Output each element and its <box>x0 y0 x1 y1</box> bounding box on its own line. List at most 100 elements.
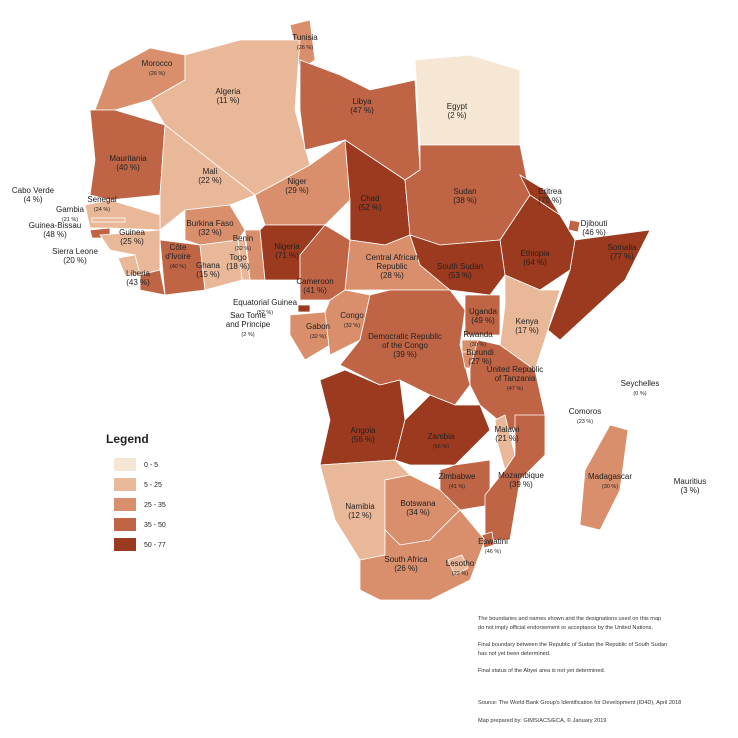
country-value: (71 %) <box>275 251 299 260</box>
country-label: South Africa (26 %) <box>384 555 428 573</box>
country-name: Mali <box>203 167 218 176</box>
country-label: Kenya (17 %) <box>515 317 539 335</box>
country-value: (21 %) <box>62 217 78 223</box>
country-value: (27 %) <box>468 357 492 366</box>
country-label: Chad (52 %) <box>358 194 382 212</box>
country-name: Mauritania <box>109 154 147 163</box>
country-label: United Republic of Tanzania (47 %) <box>487 365 543 392</box>
country-value: (26 %) <box>149 71 165 77</box>
country-value: (46 %) <box>582 228 606 237</box>
country <box>89 109 166 201</box>
country-name: d'Ivoire <box>165 252 191 261</box>
country-label: Uganda (49 %) <box>469 307 498 325</box>
country-value: (77 %) <box>610 252 634 261</box>
country-name: Burkina Faso <box>186 219 234 228</box>
country-label: South Sudan (53 %) <box>437 262 483 280</box>
country-value: (17 %) <box>515 326 539 335</box>
country-label: Burundi (27 %) <box>466 348 494 366</box>
country-name: Egypt <box>447 102 468 111</box>
country-label: Sudan (38 %) <box>453 187 477 205</box>
country-name: United Republic <box>487 365 543 374</box>
note: Final boundary between the Republic of S… <box>478 642 667 648</box>
country-value: (18 %) <box>226 262 250 271</box>
country-labels: Tunisia (26 %) Morocco (26 %) Algeria (11 %) L… <box>12 33 706 577</box>
country-label: Mali (22 %) <box>198 167 222 185</box>
country-name: Comoros <box>569 407 601 416</box>
country-value: (52 %) <box>358 203 382 212</box>
country-value: (56 %) <box>351 435 375 444</box>
countries <box>84 19 651 601</box>
country-name: Morocco <box>142 59 173 68</box>
country-name: South Africa <box>384 555 428 564</box>
country-label: Lesotho (22 %) <box>446 559 475 577</box>
country-value: (25 %) <box>120 237 144 246</box>
country-label: Gambia (21 %) <box>56 205 85 223</box>
legend-swatch <box>114 498 136 511</box>
country-value: (32 %) <box>198 228 222 237</box>
country-name: Sudan <box>453 187 476 196</box>
country-name: Republic <box>376 262 407 271</box>
country-value: (41 %) <box>303 286 327 295</box>
country-name: Algeria <box>216 87 241 96</box>
country-label: Guinea (25 %) <box>119 228 145 246</box>
country-label: Niger (29 %) <box>285 177 309 195</box>
country-label: Malawi (21 %) <box>495 425 520 443</box>
country <box>359 509 486 601</box>
country-label: Ghana (15 %) <box>196 261 221 279</box>
country-name: Cabo Verde <box>12 186 55 195</box>
country <box>409 234 506 296</box>
country-name: Sao Tome <box>230 311 266 320</box>
country-label: Somalia (77 %) <box>608 243 637 261</box>
country-name: Zambia <box>428 432 455 441</box>
country <box>394 394 491 466</box>
country-name: Angola <box>351 426 376 435</box>
country-label: Cameroon (41 %) <box>296 277 333 295</box>
country-name: Benin <box>233 234 253 243</box>
country-value: (48 %) <box>43 230 67 239</box>
country-value: (12 %) <box>348 511 372 520</box>
country-name: and Principe <box>226 320 271 329</box>
country-value: (28 %) <box>380 271 404 280</box>
country-label: Comoros (23 %) <box>569 407 601 425</box>
country-name: Mozambique <box>498 471 544 480</box>
country-name: Burundi <box>466 348 494 357</box>
country-name: Rwanda <box>463 330 493 339</box>
country-label: Zimbabwe (41 %) <box>439 472 476 490</box>
legend-label: 35 - 50 <box>144 522 166 529</box>
country-name: South Sudan <box>437 262 483 271</box>
country-value: (47 %) <box>350 106 374 115</box>
country-name: Zimbabwe <box>439 472 476 481</box>
legend-swatch <box>114 458 136 471</box>
legend-label: 0 - 5 <box>144 462 158 469</box>
country <box>139 269 166 296</box>
source: Source: The World Bank Group's Identific… <box>478 700 681 706</box>
country-value: (3 %) <box>680 486 699 495</box>
country-name: Madagascar <box>588 472 632 481</box>
country <box>414 54 521 146</box>
country-value: (0 %) <box>633 391 646 397</box>
note: do not imply official endorsement or acc… <box>478 625 653 631</box>
country-name: Cameroon <box>296 277 333 286</box>
country-name: Central African <box>366 253 418 262</box>
country-label: Sao Tome and Principe (2 %) <box>226 311 271 338</box>
country-label: Congo (32 %) <box>340 311 364 329</box>
country <box>567 219 581 233</box>
country-name: Seychelles <box>621 379 660 388</box>
country-label: Liberia (43 %) <box>126 269 151 287</box>
country <box>464 294 501 336</box>
country-value: (40 %) <box>116 163 140 172</box>
note: Final status of the Abyei area is not ye… <box>478 668 606 674</box>
country-value: (56 %) <box>433 444 449 450</box>
legend-swatch <box>114 478 136 491</box>
country-name: Eritrea <box>538 187 562 196</box>
legend-swatch <box>114 538 136 551</box>
country-label: Gabon (32 %) <box>306 322 330 340</box>
country <box>199 239 243 291</box>
country <box>447 554 469 576</box>
country-label: Cabo Verde (4 %) <box>12 186 55 204</box>
country-label: Togo (18 %) <box>226 253 250 271</box>
country <box>579 424 629 531</box>
country-value: (32 %) <box>310 334 326 340</box>
country-name: Sierra Leone <box>52 247 98 256</box>
country-value: (26 %) <box>394 564 418 573</box>
